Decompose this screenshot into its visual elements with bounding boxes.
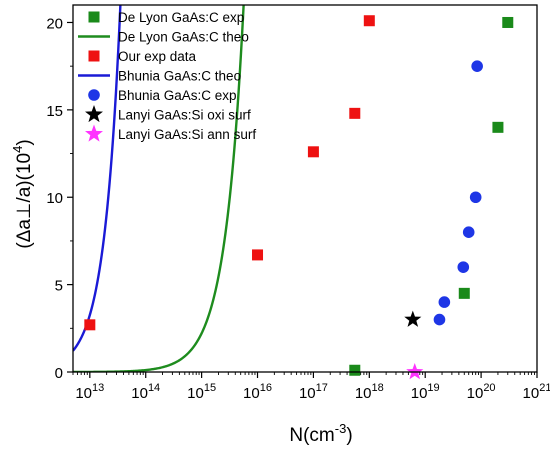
data-point-2 <box>363 15 375 27</box>
data-point-2 <box>349 107 361 119</box>
x-tick-exp: 14 <box>148 382 160 394</box>
legend-label: Our exp data <box>118 49 197 64</box>
plot-frame <box>72 4 538 373</box>
legend-label: Lanyi GaAs:Si ann surf <box>118 127 256 142</box>
x-tick-exp: 13 <box>92 382 104 394</box>
x-tick-label: 1017 <box>299 382 328 402</box>
x-tick-label: 1018 <box>355 382 384 402</box>
y-axis-title-sup: 4 <box>10 146 25 153</box>
x-axis-title: N(cm-3) <box>289 421 352 446</box>
x-tick-label: 1019 <box>411 382 440 402</box>
data-point-4 <box>457 261 470 273</box>
x-tick-base: 10 <box>75 385 92 402</box>
x-tick-base: 10 <box>523 385 540 402</box>
x-tick-base: 10 <box>467 385 484 402</box>
data-point-0 <box>349 364 361 376</box>
legend-marker-symbol <box>85 124 103 142</box>
data-point-2 <box>307 146 319 158</box>
data-point-4 <box>462 226 475 238</box>
legend-marker-symbol <box>88 89 100 101</box>
data-point-4 <box>433 313 446 326</box>
y-tick-label: 15 <box>46 103 63 120</box>
data-point-4 <box>471 60 483 72</box>
x-tick-label: 1015 <box>187 382 216 402</box>
x-tick-exp: 21 <box>539 382 550 394</box>
x-tick-label: 1021 <box>523 382 550 402</box>
legend-label: Bhunia GaAs:C theo <box>118 69 241 84</box>
x-tick-base: 10 <box>355 385 372 402</box>
curve-1 <box>73 5 245 372</box>
legend-label: De Lyon GaAs:C theo <box>118 30 249 45</box>
legend-label: Lanyi GaAs:Si oxi surf <box>118 108 251 123</box>
x-tick-base: 10 <box>411 385 428 402</box>
y-tick-label: 5 <box>55 278 63 295</box>
legend-label: Bhunia GaAs:C exp <box>118 88 237 103</box>
y-tick-label: 10 <box>46 190 63 207</box>
legend: De Lyon GaAs:C exp De Lyon GaAs:C theo Our… <box>78 10 256 142</box>
x-axis-title-sup: -3 <box>335 421 347 436</box>
data-point-5 <box>404 310 422 327</box>
data-point-0 <box>458 287 470 299</box>
y-tick-label: 0 <box>55 365 63 382</box>
x-axis-title-end: ) <box>346 425 352 446</box>
x-axis-title-base: N(cm <box>289 425 334 446</box>
x-tick-base: 10 <box>131 385 148 402</box>
x-tick-label: 1020 <box>467 382 496 402</box>
x-tick-base: 10 <box>243 385 260 402</box>
theory-curves <box>73 5 245 372</box>
x-tick-exp: 20 <box>483 382 495 394</box>
y-tick-label: 20 <box>46 15 63 32</box>
x-tick-exp: 17 <box>316 382 328 394</box>
y-axis-title: (Δa⊥/a)(104) <box>10 139 35 248</box>
x-tick-exp: 15 <box>204 382 216 394</box>
legend-marker-symbol <box>88 50 100 62</box>
x-tick-labels: 1013 1014 1015 1016 1017 1018 1019 1020 1021 <box>75 382 550 402</box>
y-tick-labels: 0 5 10 15 20 <box>46 15 63 382</box>
data-point-2 <box>84 319 96 331</box>
y-axis-title-main: (Δa⊥/a)(10 <box>14 153 35 249</box>
x-tick-exp: 16 <box>260 382 272 394</box>
x-tick-exp: 18 <box>372 382 384 394</box>
data-point-2 <box>252 249 264 261</box>
data-point-4 <box>469 191 482 204</box>
x-tick-label: 1014 <box>131 382 160 402</box>
legend-marker-symbol <box>85 105 103 123</box>
data-point-6 <box>406 363 424 380</box>
data-point-0 <box>502 16 514 28</box>
data-points <box>84 15 514 380</box>
y-axis-title-end: ) <box>14 139 35 145</box>
x-tick-exp: 19 <box>427 382 439 394</box>
x-tick-base: 10 <box>187 385 204 402</box>
legend-label: De Lyon GaAs:C exp <box>118 10 244 25</box>
legend-marker-symbol <box>88 11 100 23</box>
x-tick-label: 1013 <box>75 382 104 402</box>
x-tick-label: 1016 <box>243 382 272 402</box>
data-point-0 <box>492 121 504 133</box>
data-point-4 <box>438 296 451 308</box>
x-tick-base: 10 <box>299 385 316 402</box>
